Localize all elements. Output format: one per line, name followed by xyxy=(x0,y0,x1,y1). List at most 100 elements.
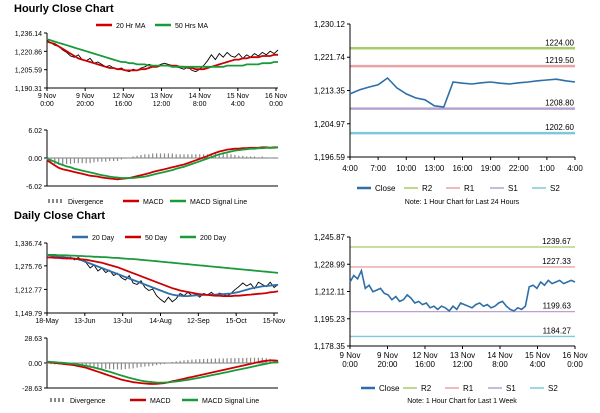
legend-label: 50 Hrs MA xyxy=(175,23,208,30)
y-tick-label: 1,149.79 xyxy=(15,311,42,318)
chart-note: Note: 1 Hour Chart for Last 24 Hours xyxy=(405,199,520,206)
divergence-bar xyxy=(159,363,162,365)
divergence-bar xyxy=(152,153,154,158)
series-line-close xyxy=(349,268,576,313)
x-tick-label: 16 Nov xyxy=(265,93,288,100)
x-tick-label: 19:00 xyxy=(481,164,502,173)
series-line-200-day xyxy=(47,253,279,274)
x-tick-label: 14 Nov xyxy=(189,93,212,100)
divergence-bar xyxy=(195,359,197,363)
divergence-bar xyxy=(93,158,95,163)
series-line-macd xyxy=(46,146,278,181)
x-tick-label: 0:00 xyxy=(40,101,54,108)
x-tick-label: 0:00 xyxy=(567,360,583,369)
x-tick-label: 14-Aug xyxy=(149,318,172,325)
divergence-bar xyxy=(113,158,115,161)
x-tick-label: 16:00 xyxy=(415,360,436,369)
divergence-bar xyxy=(156,363,158,366)
divergence-bar xyxy=(234,155,236,158)
legend-label: MACD xyxy=(150,398,171,405)
divergence-bar xyxy=(171,153,173,158)
divergence-bar xyxy=(116,158,119,161)
x-tick-label: 7:00 xyxy=(370,164,386,173)
divergence-bar xyxy=(156,153,158,158)
series-line-20-day xyxy=(46,254,279,297)
divergence-bar xyxy=(250,156,252,158)
divergence-bar xyxy=(199,359,201,363)
series-line-macd-signal-line xyxy=(46,146,279,179)
divergence-bar xyxy=(124,363,126,370)
divergence-bar xyxy=(101,158,103,162)
divergence-bar xyxy=(179,360,181,363)
x-tick-label: 13-Jun xyxy=(74,318,96,325)
divergence-bar xyxy=(242,358,244,363)
divergence-bar xyxy=(105,363,107,369)
hourly-section-title: Hourly Close Chart xyxy=(14,3,114,15)
divergence-bar xyxy=(203,358,205,363)
x-tick-label: 12 Nov xyxy=(412,351,437,360)
x-tick-label: 22:00 xyxy=(509,164,530,173)
legend-label: R2 xyxy=(421,384,432,393)
y-tick-label: 6.02 xyxy=(28,128,42,135)
y-tick-label: 0.00 xyxy=(28,361,42,368)
divergence-bar xyxy=(89,158,91,164)
divergence-bar xyxy=(265,157,267,158)
divergence-bar xyxy=(171,362,173,363)
divergence-bar xyxy=(183,360,185,363)
divergence-bar xyxy=(124,158,126,159)
y-tick-label: 1,245.87 xyxy=(314,233,346,242)
divergence-bar xyxy=(144,363,146,367)
x-tick-label: 9 Nov xyxy=(377,351,398,360)
x-tick-label: 15-Nov xyxy=(263,318,286,325)
x-tick-label: 10:00 xyxy=(396,164,417,173)
divergence-bar xyxy=(179,154,181,158)
divergence-bar xyxy=(234,358,236,363)
divergence-bar xyxy=(230,154,232,158)
pivot-label-r1: 1219.50 xyxy=(545,56,574,65)
divergence-bar xyxy=(253,156,256,158)
x-tick-label: 4:00 xyxy=(231,101,245,108)
y-tick-label: 1,212.77 xyxy=(15,287,42,294)
divergence-bar xyxy=(58,158,60,165)
divergence-bar xyxy=(140,363,142,368)
divergence-bar xyxy=(199,154,201,158)
divergence-bar xyxy=(109,363,111,370)
chart-note: Note: 1 Hour Chart for Last 1 Week xyxy=(407,398,517,405)
legend-label: R2 xyxy=(422,184,433,193)
divergence-bar xyxy=(175,361,177,363)
divergence-bar xyxy=(261,357,263,363)
daily-pivot-chart: 1,245.87 1,228.99 1,212.11 1,195.23 1,178.35… xyxy=(314,233,588,405)
divergence-bar xyxy=(132,156,134,158)
pivot-label-s2: 1184.27 xyxy=(543,326,572,335)
legend-label: S1 xyxy=(508,184,518,193)
x-tick-label: 15-Oct xyxy=(226,318,247,325)
legend-swatch xyxy=(48,199,50,203)
x-tick-label: 13 Nov xyxy=(150,93,173,100)
divergence-bar xyxy=(191,154,193,158)
series-line-close xyxy=(349,76,576,108)
pivot-label-s1: 1199.63 xyxy=(543,302,572,311)
divergence-bar xyxy=(152,363,154,366)
legend-label: 20 Day xyxy=(92,235,115,242)
y-tick-label: 1,205.59 xyxy=(15,68,42,75)
divergence-bar xyxy=(250,357,252,363)
x-tick-label: 18-May xyxy=(35,318,59,325)
divergence-bar xyxy=(148,363,150,367)
legend-label: Close xyxy=(375,184,396,193)
divergence-bar xyxy=(230,358,232,363)
divergence-bar xyxy=(163,363,166,364)
legend-label: R1 xyxy=(464,184,475,193)
x-tick-label: 16 Nov xyxy=(562,351,587,360)
x-tick-label: 0:00 xyxy=(342,360,358,369)
series-line-50-hrs-ma xyxy=(46,38,278,68)
divergence-bar xyxy=(136,363,138,368)
x-tick-label: 0:00 xyxy=(269,101,283,108)
x-tick-label: 12:00 xyxy=(153,101,171,108)
divergence-bar xyxy=(109,158,111,161)
legend-label: 20 Hr MA xyxy=(116,23,146,30)
y-tick-label: 1,190.31 xyxy=(15,86,42,93)
divergence-bar xyxy=(246,357,248,363)
divergence-bar xyxy=(163,153,166,158)
legend-label: 50 Day xyxy=(145,235,168,242)
